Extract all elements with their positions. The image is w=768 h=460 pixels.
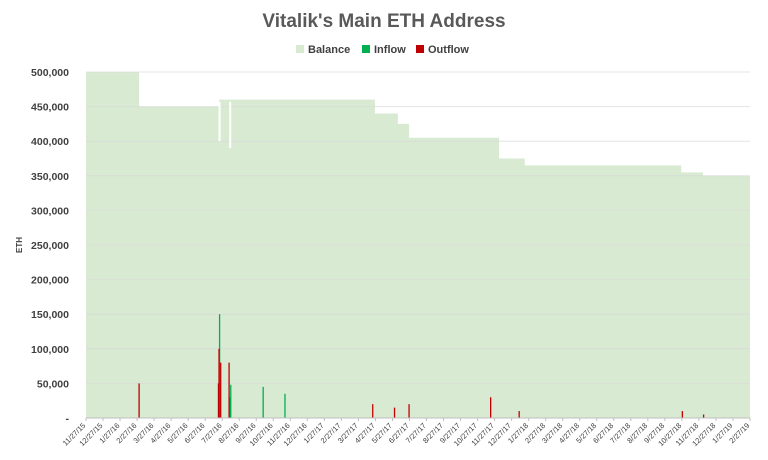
y-tick-label-500000: 500,000 (31, 67, 69, 79)
legend-label-outflow: Outflow (428, 44, 469, 56)
y-tick-label-0: - (66, 413, 70, 425)
legend-label-balance: Balance (308, 44, 350, 56)
legend-swatch-balance (296, 45, 304, 53)
chart-title: Vitalik's Main ETH Address (262, 11, 505, 32)
y-tick-label-150000: 150,000 (31, 309, 69, 321)
y-tick-label-300000: 300,000 (31, 205, 69, 217)
y-tick-label-400000: 400,000 (31, 136, 69, 148)
y-tick-label-450000: 450,000 (31, 102, 69, 114)
legend-swatch-outflow (416, 45, 424, 53)
y-tick-label-100000: 100,000 (31, 344, 69, 356)
y-tick-label-350000: 350,000 (31, 171, 69, 183)
y-tick-label-250000: 250,000 (31, 240, 69, 252)
y-tick-label-200000: 200,000 (31, 275, 69, 287)
legend-swatch-inflow (362, 45, 370, 53)
legend-label-inflow: Inflow (374, 44, 406, 56)
y-axis-label: ETH (15, 237, 24, 253)
y-tick-label-50000: 50,000 (37, 378, 69, 390)
